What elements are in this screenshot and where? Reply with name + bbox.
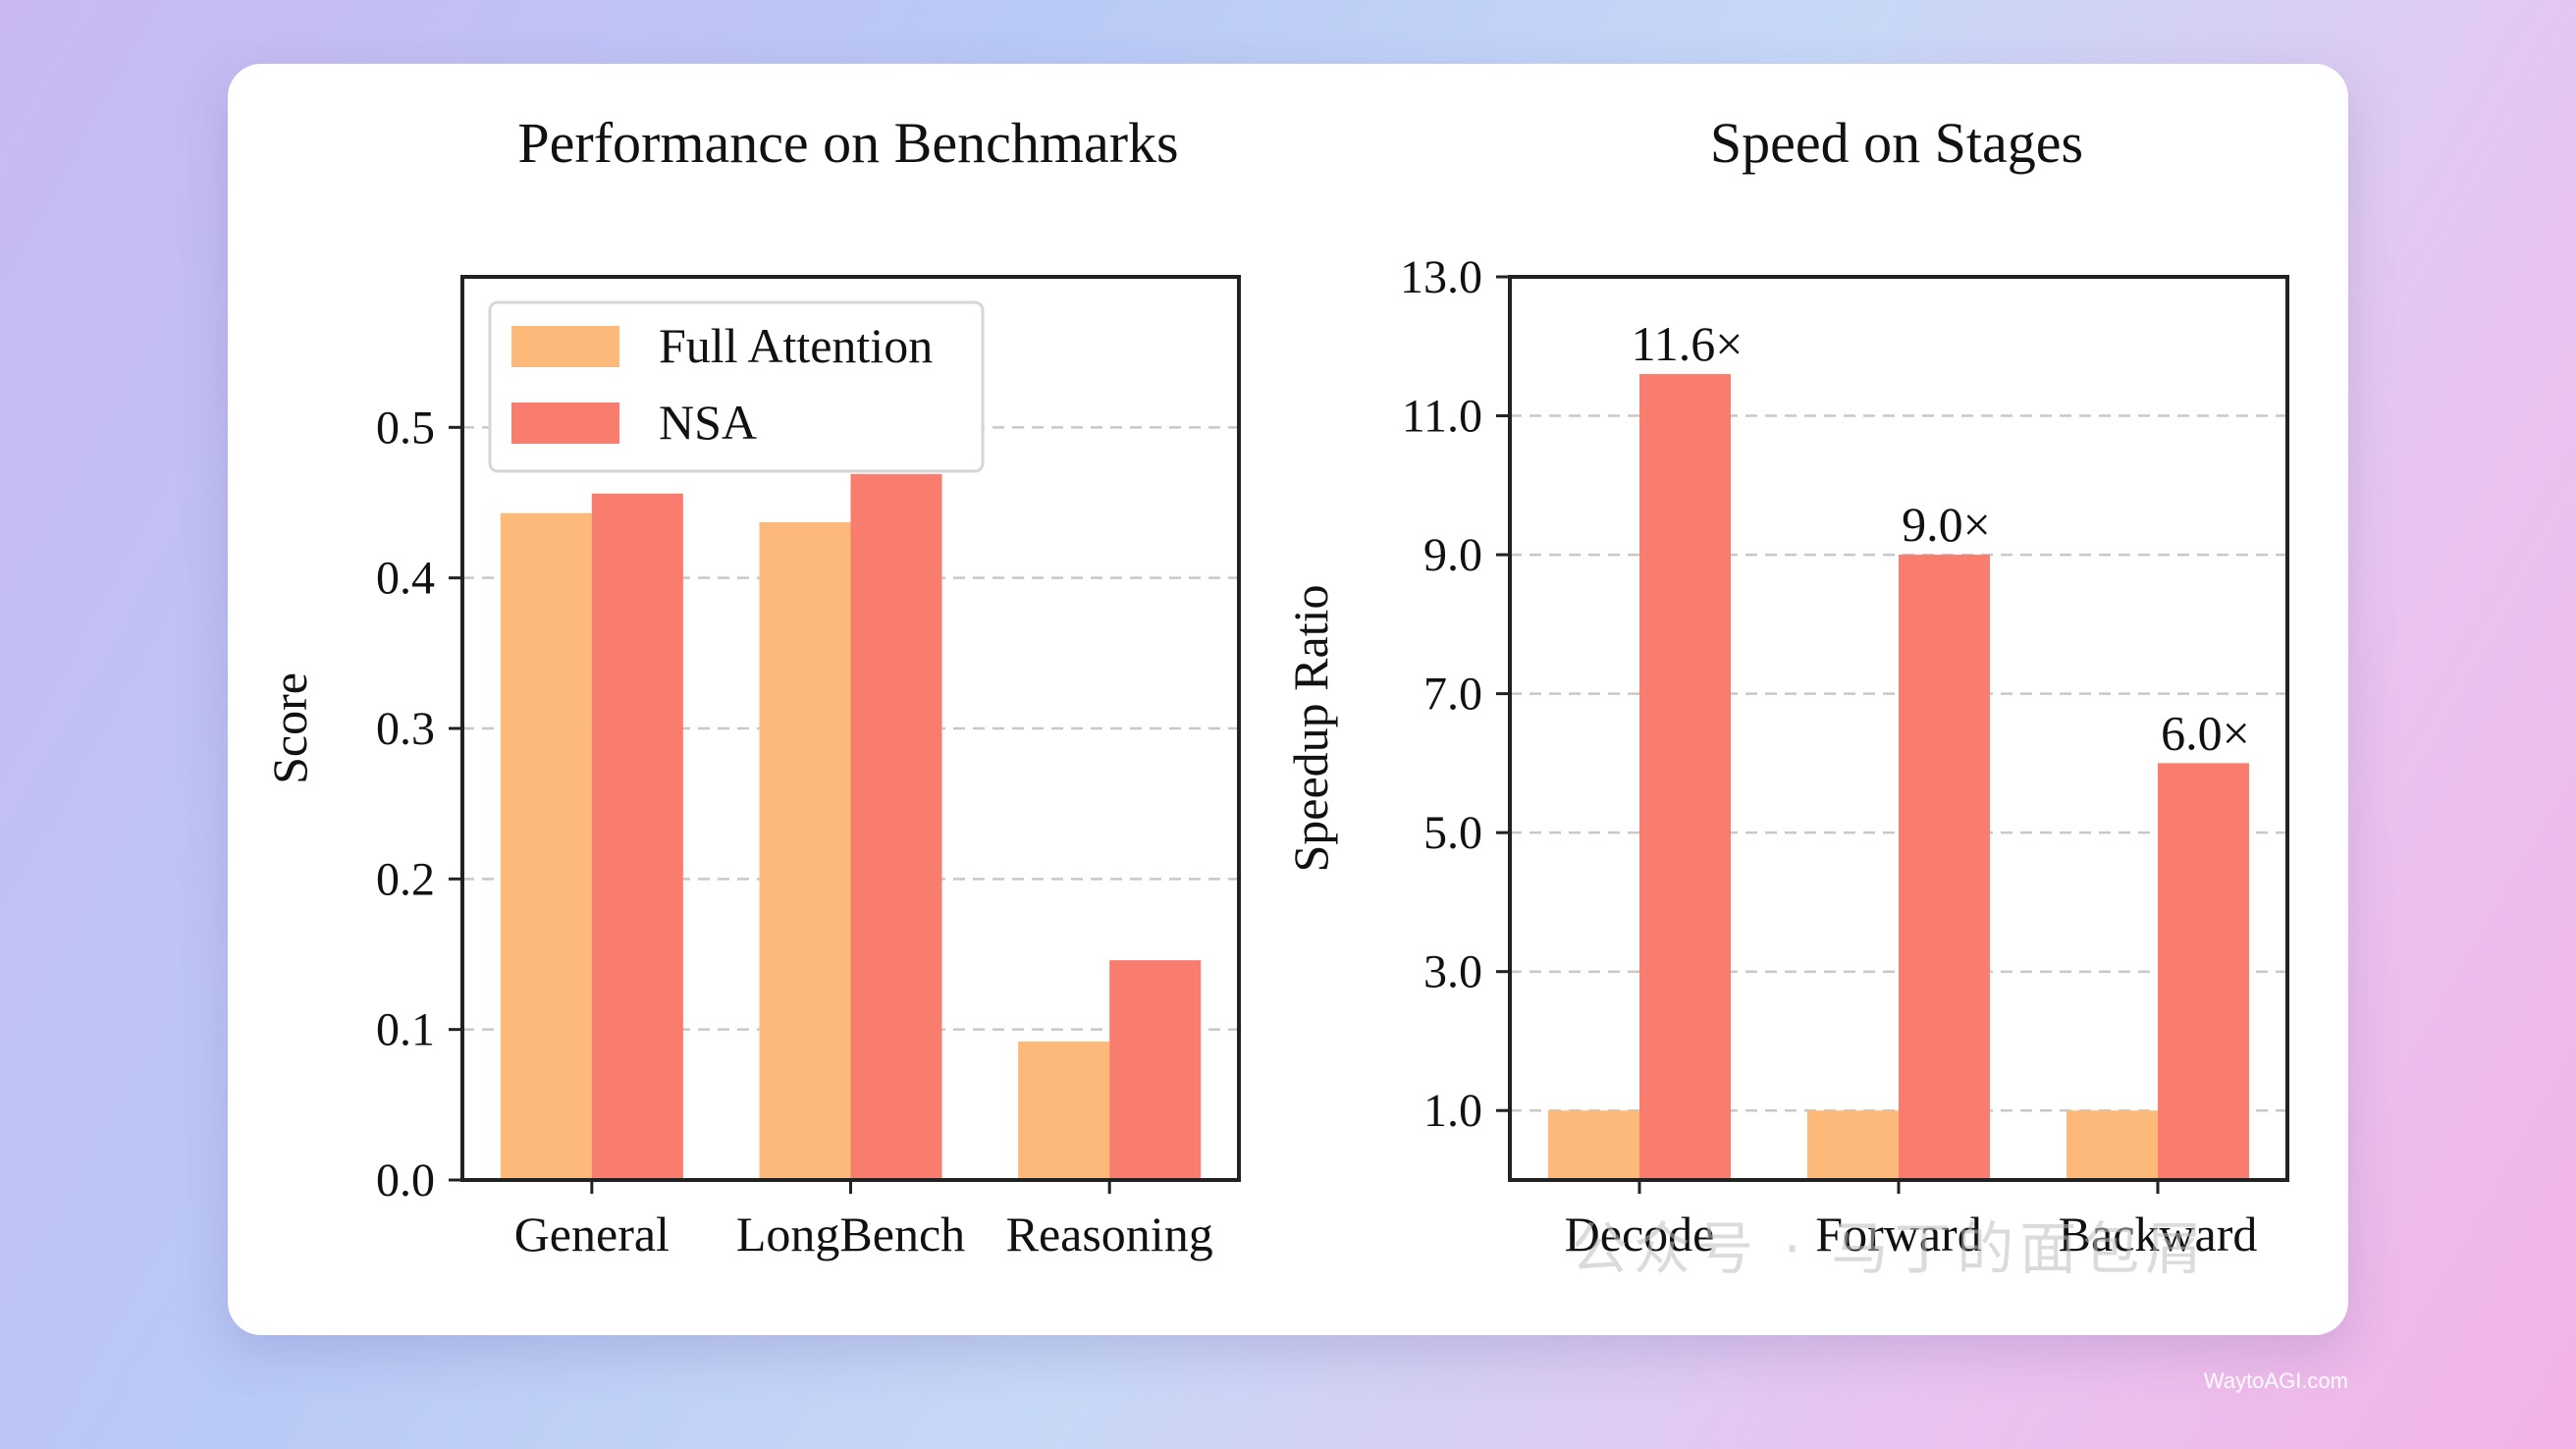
chart1-y-tick-label: 0.0 xyxy=(376,1154,435,1207)
chart1-legend-entry: Full Attention xyxy=(659,318,933,373)
chart2-y-tick-label: 9.0 xyxy=(1423,529,1482,581)
chart2-bar-1-forward xyxy=(1807,1110,1899,1180)
chart1-x-tick-label: LongBench xyxy=(736,1207,965,1261)
chart2-bar-1-backward xyxy=(2066,1110,2158,1180)
chart1-y-tick-label: 0.2 xyxy=(376,853,435,905)
chart1-bar-1-reasoning xyxy=(1018,1041,1110,1180)
figure-card: Performance on Benchmarks General LongBenc… xyxy=(228,64,2348,1335)
chart2-y-tick-label: 13.0 xyxy=(1400,251,1482,303)
chart2-y-tick-label: 11.0 xyxy=(1402,391,1482,443)
chart2-data-label: 6.0× xyxy=(2161,705,2250,760)
chart1-title: Performance on Benchmarks xyxy=(517,111,1178,175)
figure-canvas: Performance on Benchmarks General LongBenc… xyxy=(262,111,2289,1261)
chart2-title: Speed on Stages xyxy=(1710,111,2083,175)
chart2-bar-1-decode xyxy=(1548,1110,1639,1180)
chart2-y-tick-label: 7.0 xyxy=(1423,669,1482,721)
chart2-x-tick-label: Forward xyxy=(1815,1207,1981,1261)
chart2-y-axis-label: Speedup Ratio xyxy=(1283,584,1338,872)
chart2-bar-2-forward xyxy=(1899,555,1990,1180)
chart2-x-tick-label: Decode xyxy=(1565,1207,1715,1261)
chart1-legend-swatch xyxy=(511,326,619,367)
chart1-y-tick-label: 0.3 xyxy=(376,703,435,755)
chart1-legend-swatch xyxy=(511,402,619,444)
chart2-data-label: 9.0× xyxy=(1902,497,1991,552)
chart1-bar-2-reasoning xyxy=(1109,960,1202,1180)
chart2-plot-frame xyxy=(1508,275,2289,1182)
chart1-x-tick-label: General xyxy=(514,1207,670,1261)
chart2-data-label: 11.6× xyxy=(1632,316,1744,371)
chart2-y-tick-label: 3.0 xyxy=(1423,946,1482,998)
chart1-y-axis-label: Score xyxy=(262,672,317,784)
chart1-x-tick-label: Reasoning xyxy=(1006,1207,1213,1261)
footer-watermark: WaytoAGI.com xyxy=(2203,1368,2348,1393)
chart1-legend-entry: NSA xyxy=(659,395,757,450)
chart1-y-tick-label: 0.5 xyxy=(376,402,435,454)
chart2-y-tick-label: 5.0 xyxy=(1423,807,1482,859)
chart1-bar-1-general xyxy=(500,512,592,1180)
watermark-overlay: 公众号 · 马丁的面包屑 xyxy=(1571,1215,2209,1282)
chart1-bar-1-longbench xyxy=(759,521,851,1180)
chart2-bar-2-backward xyxy=(2158,763,2249,1180)
chart2-x-tick-label: Backward xyxy=(2059,1207,2258,1261)
chart1-y-tick-label: 0.1 xyxy=(376,1004,435,1056)
chart1-bar-2-general xyxy=(591,493,683,1180)
chart1-bar-2-longbench xyxy=(850,473,942,1180)
chart2-bar-2-decode xyxy=(1639,374,1731,1181)
chart1-y-tick-label: 0.4 xyxy=(376,553,435,605)
chart2-y-tick-label: 1.0 xyxy=(1423,1085,1482,1137)
